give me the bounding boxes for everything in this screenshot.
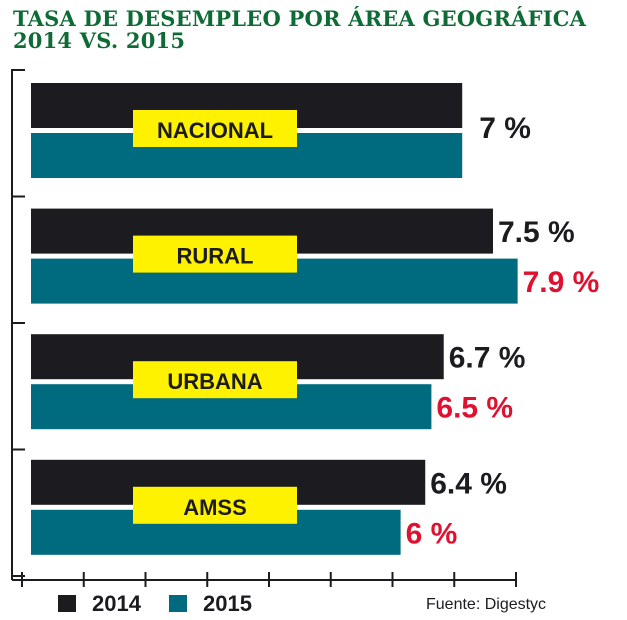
category-label-box bbox=[133, 361, 297, 399]
legend-swatch-2014 bbox=[58, 595, 76, 612]
data-label-2014-rural: 7.5 % bbox=[498, 216, 575, 249]
data-label-2014-amss: 6.4 % bbox=[430, 467, 507, 500]
data-label-2015-rural: 7.9 % bbox=[523, 266, 600, 299]
category-label-urbana: URBANA bbox=[167, 369, 262, 394]
category-label-nacional: NACIONAL bbox=[157, 118, 273, 143]
data-label-2014-urbana: 6.7 % bbox=[449, 342, 526, 375]
category-label-box bbox=[133, 486, 297, 524]
chart-title: TASA DE DESEMPLEO POR ÁREA GEOGRÁFICA bbox=[13, 6, 587, 31]
category-label-rural: RURAL bbox=[177, 244, 254, 269]
legend-label-2014: 2014 bbox=[92, 591, 141, 616]
legend-label-2015: 2015 bbox=[203, 591, 252, 616]
chart-subtitle: 2014 VS. 2015 bbox=[13, 28, 186, 53]
data-label-2015-urbana: 6.5 % bbox=[436, 392, 513, 425]
category-label-amss: AMSS bbox=[183, 495, 247, 520]
category-label-box bbox=[133, 110, 297, 147]
category-label-box bbox=[133, 235, 297, 273]
source-note: Fuente: Digestyc bbox=[426, 596, 547, 613]
legend-swatch-2015 bbox=[169, 595, 187, 612]
data-label-2015-amss: 6 % bbox=[406, 517, 458, 550]
data-label-2014-nacional: 7 % bbox=[479, 112, 531, 145]
